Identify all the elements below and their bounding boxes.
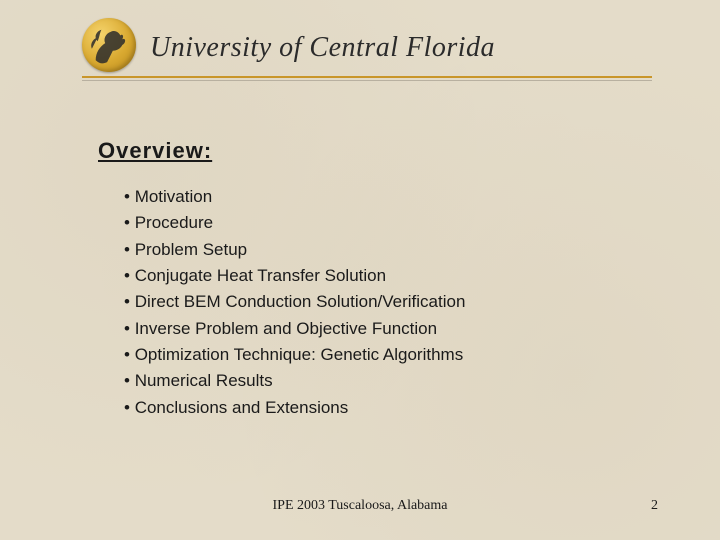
slide-footer: IPE 2003 Tuscaloosa, Alabama 2 bbox=[0, 498, 720, 518]
footer-text: IPE 2003 Tuscaloosa, Alabama bbox=[0, 498, 720, 514]
bullet-item: Problem Setup bbox=[124, 237, 660, 263]
page-number: 2 bbox=[651, 498, 658, 514]
slide-header: University of Central Florida bbox=[48, 18, 672, 96]
bullet-item: Numerical Results bbox=[124, 368, 660, 394]
slide-content: Overview: Motivation Procedure Problem S… bbox=[98, 138, 660, 421]
bullet-item: Procedure bbox=[124, 210, 660, 236]
pegasus-icon bbox=[90, 24, 128, 66]
bullet-item: Optimization Technique: Genetic Algorith… bbox=[124, 342, 660, 368]
bullet-list: Motivation Procedure Problem Setup Conju… bbox=[124, 184, 660, 421]
header-divider bbox=[82, 76, 652, 82]
slide-title: Overview: bbox=[98, 138, 660, 164]
ucf-logo bbox=[82, 18, 136, 72]
bullet-item: Conjugate Heat Transfer Solution bbox=[124, 263, 660, 289]
bullet-item: Conclusions and Extensions bbox=[124, 395, 660, 421]
bullet-item: Inverse Problem and Objective Function bbox=[124, 316, 660, 342]
bullet-item: Direct BEM Conduction Solution/Verificat… bbox=[124, 289, 660, 315]
bullet-item: Motivation bbox=[124, 184, 660, 210]
logo-seal-circle bbox=[82, 18, 136, 72]
university-name: University of Central Florida bbox=[150, 32, 495, 64]
